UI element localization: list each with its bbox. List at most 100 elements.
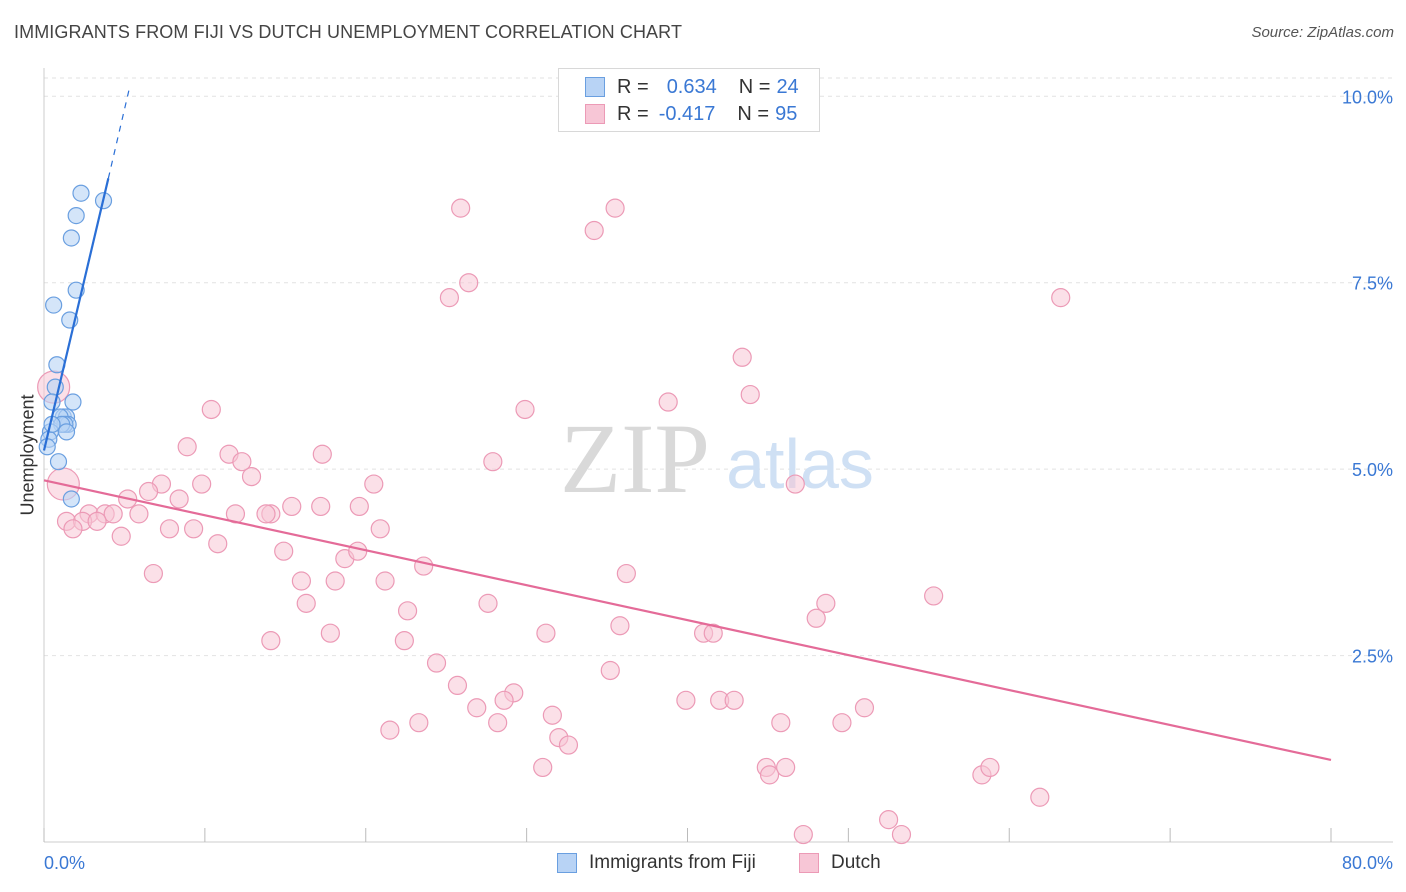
fiji-point <box>57 423 76 441</box>
dutch-point <box>759 765 780 785</box>
dutch-point <box>793 824 813 845</box>
x-tick-label: 80.0% <box>1342 853 1393 873</box>
dutch-point <box>878 810 899 830</box>
dutch-point <box>658 392 678 412</box>
dutch-point <box>1051 288 1071 308</box>
bottom-legend-dutch: Dutch <box>799 852 881 874</box>
dutch-point <box>325 571 345 591</box>
dutch-point <box>426 653 447 673</box>
y-tick-label: 2.5% <box>1352 647 1393 667</box>
dutch-point <box>375 571 395 591</box>
dutch-point <box>483 452 503 472</box>
legend-row-dutch: R = -0.417 N = 95 <box>585 101 797 127</box>
dutch-point <box>409 713 429 733</box>
dutch-point <box>312 444 332 464</box>
dutch-point <box>610 616 630 636</box>
fiji-point <box>72 184 90 202</box>
bottom-legend-fiji: Immigrants from Fiji <box>557 852 756 874</box>
source-label: Source: ZipAtlas.com <box>1251 24 1394 41</box>
y-tick-label: 10.0% <box>1342 87 1393 107</box>
y-tick-label: 5.0% <box>1352 460 1393 480</box>
dutch-point <box>201 399 221 420</box>
bottom-swatch-dutch <box>799 853 819 873</box>
dutch-point <box>467 698 487 718</box>
dutch-point <box>394 631 414 651</box>
dutch-point <box>241 467 262 487</box>
y-tick-label: 7.5% <box>1352 274 1393 294</box>
dutch-point <box>771 713 791 733</box>
fiji-trend-line <box>42 178 110 451</box>
fiji-point <box>45 296 63 314</box>
dutch-point <box>414 556 434 576</box>
dutch-point <box>558 735 579 755</box>
dutch-point <box>600 660 620 681</box>
dutch-point <box>676 690 696 710</box>
dutch-point <box>542 705 562 725</box>
legend-n-value: 24 <box>776 75 799 98</box>
legend-r-value: -0.417 <box>658 102 716 125</box>
legend-n-value: 95 <box>775 102 798 125</box>
fiji-points <box>38 184 113 508</box>
chart-title: IMMIGRANTS FROM FIJI VS DUTCH UNEMPLOYME… <box>14 22 683 42</box>
legend-r-value: 0.634 <box>666 75 717 98</box>
dutch-point <box>192 474 212 494</box>
dutch-point <box>584 220 604 241</box>
grid-lines <box>44 77 1393 657</box>
dutch-point <box>320 623 340 643</box>
dutch-point <box>256 504 276 524</box>
dutch-point <box>451 198 471 218</box>
dutch-point <box>536 623 556 643</box>
dutch-point <box>703 623 723 643</box>
watermark: ZIP atlas <box>560 403 874 514</box>
dutch-point <box>169 489 189 509</box>
correlation-legend: R = 0.634 N = 24 R = -0.417 N = 95 <box>558 68 820 132</box>
fiji-trend-extension <box>107 88 130 179</box>
legend-r-label: R = <box>617 102 649 125</box>
dutch-point <box>806 608 826 628</box>
dutch-point <box>282 496 302 517</box>
fiji-point <box>62 229 80 247</box>
dutch-point <box>63 519 83 539</box>
dutch-point <box>111 526 131 546</box>
dutch-point <box>138 481 159 502</box>
dutch-point <box>348 541 368 561</box>
dutch-point <box>261 631 281 651</box>
dutch-points <box>37 198 1071 845</box>
dutch-point <box>370 519 390 539</box>
dutch-point <box>232 452 252 472</box>
dutch-point <box>311 496 331 517</box>
bottom-swatch-fiji <box>557 853 577 873</box>
dutch-point <box>380 720 400 740</box>
legend-r-label: R = <box>617 75 649 98</box>
dutch-point <box>397 601 418 621</box>
dutch-point <box>364 474 384 494</box>
dutch-point <box>439 288 460 308</box>
dutch-point <box>533 757 553 778</box>
dutch-point <box>291 571 311 591</box>
dutch-point <box>129 504 149 524</box>
legend-n-label: N = <box>738 75 771 98</box>
dutch-trend-line <box>43 479 1332 762</box>
dutch-point <box>740 384 760 405</box>
dutch-point <box>616 563 636 584</box>
dutch-point <box>832 713 852 733</box>
dutch-point <box>459 273 479 293</box>
dutch-point <box>143 563 163 584</box>
dutch-point <box>891 824 912 845</box>
legend-n-label: N = <box>737 102 770 125</box>
dutch-point <box>478 593 498 613</box>
bottom-legend-label-dutch: Dutch <box>831 852 881 873</box>
dutch-point <box>980 757 1000 778</box>
dutch-point <box>494 690 514 710</box>
legend-row-fiji: R = 0.634 N = 24 <box>585 74 799 100</box>
legend-swatch-dutch <box>585 104 605 124</box>
watermark-zip: ZIP <box>560 403 710 514</box>
dutch-point <box>816 593 836 613</box>
dutch-point <box>724 690 744 710</box>
dutch-point <box>184 519 204 539</box>
dutch-point <box>732 347 752 367</box>
fiji-point <box>49 453 68 471</box>
trend-lines <box>42 88 1332 762</box>
axes <box>43 68 1393 843</box>
